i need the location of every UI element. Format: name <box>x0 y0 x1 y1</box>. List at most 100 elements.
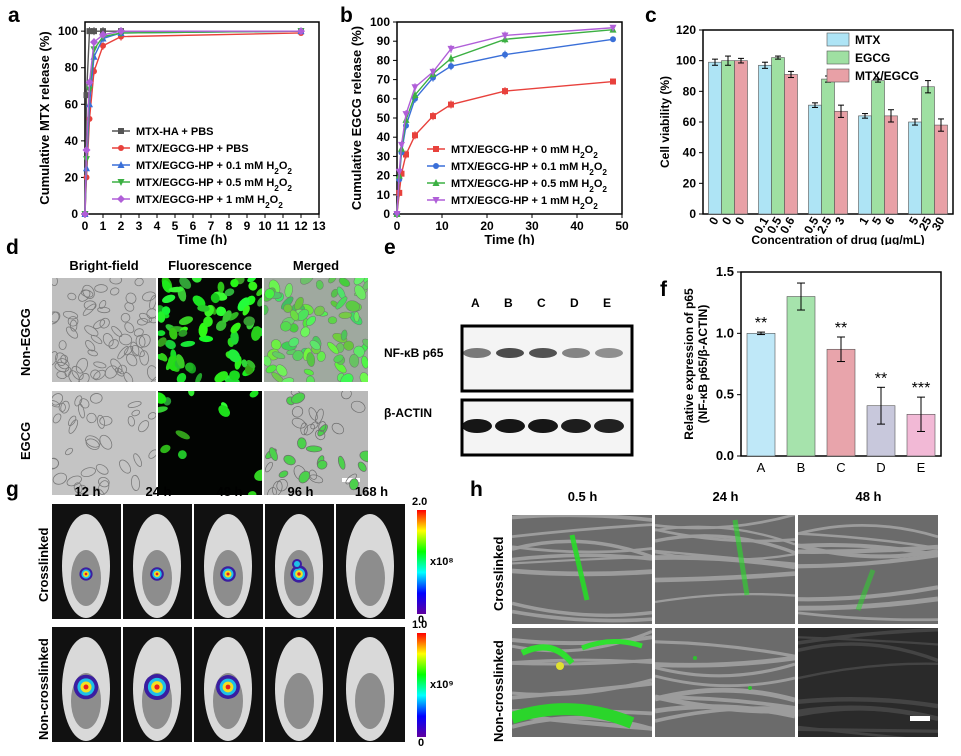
cell <box>120 312 131 323</box>
cell <box>317 424 328 437</box>
fluorescent-signal <box>512 703 635 729</box>
legend-entry: MTX-HA + PBS <box>136 126 214 138</box>
tissue-fiber <box>655 528 795 543</box>
data-point <box>86 28 93 35</box>
significance-label: ** <box>755 315 767 332</box>
cell <box>130 474 141 491</box>
data-point <box>402 111 410 119</box>
fluorescent-signal <box>748 686 752 690</box>
blot-label-p65: NF-κB p65 <box>384 346 444 360</box>
data-point <box>90 38 98 47</box>
mouse-image <box>336 504 405 619</box>
tissue-fiber <box>798 544 938 554</box>
tissue-fiber <box>655 534 795 555</box>
cell <box>127 401 142 408</box>
cell <box>270 339 282 351</box>
x-tick-label: 10 <box>435 219 449 233</box>
mouse-image <box>123 504 192 619</box>
bar <box>786 296 816 457</box>
shaved-area <box>355 673 385 729</box>
blot-label-actin: β-ACTIN <box>384 406 432 420</box>
cell <box>353 311 360 323</box>
cell <box>86 412 97 424</box>
cell <box>138 420 150 433</box>
data-point <box>117 195 125 203</box>
tissue-fiber <box>655 515 795 530</box>
x-tick-label: 7 <box>208 219 215 233</box>
tissue-fiber <box>512 553 652 562</box>
tissue-fiber <box>655 674 795 688</box>
brightfield-non-egcg-image <box>52 278 156 382</box>
cell <box>354 284 367 300</box>
cell <box>242 305 250 316</box>
fluorescent-signal <box>855 569 876 611</box>
cell <box>291 406 304 418</box>
legend-entry: MTX <box>855 33 880 47</box>
chart-b: 0 10 20 30 40 50 0 10 20 30 40 50 60 70 80 90 100 Time (h… <box>349 15 629 245</box>
cell <box>335 296 348 310</box>
cell <box>309 340 321 351</box>
cell <box>333 354 344 363</box>
cell <box>178 329 188 337</box>
x-tick-label: 4 <box>154 219 161 233</box>
cell <box>291 417 306 429</box>
band-actin <box>495 419 525 433</box>
bar <box>746 333 776 457</box>
mouse-image <box>194 504 263 619</box>
tissue-svg <box>798 628 938 737</box>
data-point <box>83 92 90 99</box>
tissue-fiber <box>798 611 938 622</box>
x-tick-label: C <box>836 460 845 475</box>
cell <box>58 340 67 351</box>
cell <box>216 320 227 331</box>
cell <box>52 393 64 406</box>
tissue-fiber <box>798 524 938 539</box>
signal-core <box>84 572 88 576</box>
tissue-fiber <box>512 658 652 665</box>
cell <box>345 300 361 312</box>
mouse-svg <box>204 637 252 741</box>
mouse-image <box>265 504 334 619</box>
x-tick-label: 1 <box>100 219 107 233</box>
row-label-egcg: EGCG <box>18 421 33 460</box>
cell <box>138 334 151 348</box>
y-tick-label: 1.0 <box>716 325 734 340</box>
lane-label: A <box>471 296 480 310</box>
signal-core <box>225 684 231 690</box>
cell <box>114 367 125 377</box>
cell <box>303 368 314 376</box>
cell <box>136 318 149 326</box>
cell <box>102 333 114 347</box>
tissue-fiber <box>512 635 652 646</box>
cell <box>65 447 74 456</box>
tissue-fiber <box>798 628 938 645</box>
scale-bar <box>910 716 930 721</box>
y-tick-label: 70 <box>377 73 391 87</box>
x-tick-label: A <box>757 460 766 475</box>
bar <box>934 124 948 215</box>
cell <box>158 406 168 413</box>
y-tick-label: 120 <box>676 23 696 37</box>
legend-entry: MTX/EGCG-HP + 0.5 mM H2O2 <box>451 178 607 194</box>
legend-swatch <box>826 32 850 47</box>
cell <box>278 470 289 478</box>
cell <box>89 393 103 404</box>
timepoint-label: 96 h <box>287 484 314 499</box>
tissue-fiber <box>512 681 652 700</box>
cell <box>52 472 68 485</box>
cell <box>267 487 277 495</box>
data-point <box>91 28 97 35</box>
signal-core <box>297 572 301 576</box>
band-p65 <box>463 348 491 358</box>
tissue-fiber <box>798 636 938 646</box>
signal-mid <box>294 561 300 567</box>
x-tick-label: B <box>797 460 806 475</box>
tissue-image <box>655 628 795 737</box>
x-tick-label: 5 <box>172 219 179 233</box>
cell <box>67 316 79 327</box>
y-tick-label: 100 <box>58 24 78 38</box>
cell <box>271 372 285 382</box>
mouse-svg <box>275 637 323 741</box>
cell <box>119 459 131 474</box>
y-tick-label: 20 <box>65 170 79 184</box>
